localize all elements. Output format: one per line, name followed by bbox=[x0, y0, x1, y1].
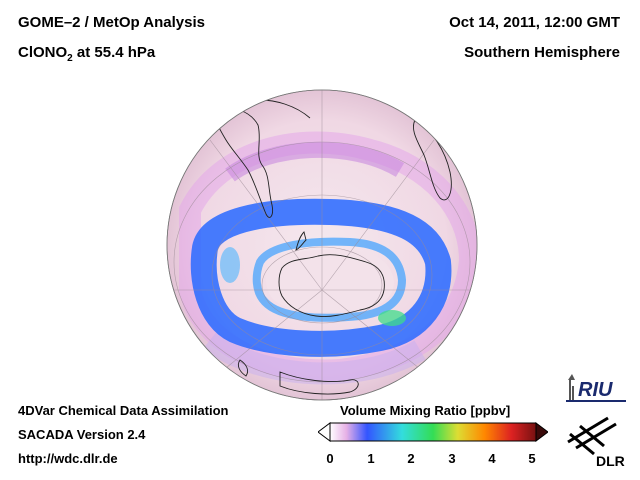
riu-logo: RIU bbox=[566, 374, 626, 402]
colorbar-title: Volume Mixing Ratio [ppbv] bbox=[340, 403, 511, 418]
colorbar-left-arrow bbox=[318, 422, 331, 442]
species-prefix: ClONO bbox=[18, 44, 68, 61]
species-subscript: 2 bbox=[67, 53, 73, 64]
purple-arc bbox=[225, 141, 405, 182]
footer-url: http://wdc.dlr.de bbox=[18, 451, 118, 466]
colorbar-tick-1: 1 bbox=[367, 451, 375, 466]
vortex-core bbox=[266, 249, 394, 312]
riu-text: RIU bbox=[578, 379, 613, 401]
new-zealand-coastline bbox=[237, 359, 249, 377]
datetime-label: Oct 14, 2011, 12:00 GMT bbox=[449, 14, 620, 31]
dlr-logo: DLR bbox=[567, 416, 625, 469]
footer-method: 4DVar Chemical Data Assimilation bbox=[18, 403, 229, 418]
colorbar-tick-5: 5 bbox=[528, 451, 536, 466]
species-suffix: at 55.4 hPa bbox=[72, 44, 156, 61]
graticule bbox=[167, 90, 477, 400]
footer-version: SACADA Version 2.4 bbox=[18, 427, 146, 442]
hemisphere-label: Southern Hemisphere bbox=[464, 44, 620, 61]
colorbar-gradient bbox=[329, 422, 537, 442]
cyan-highlight-2 bbox=[220, 247, 240, 283]
vortex-ring bbox=[190, 198, 452, 357]
australia-coastline bbox=[279, 371, 359, 395]
antarctica-coastline bbox=[278, 231, 385, 317]
lower-band bbox=[203, 331, 426, 385]
colorbar-tick-3: 3 bbox=[448, 451, 456, 466]
species-title: ClONO2 at 55.4 hPa bbox=[18, 44, 155, 64]
colorbar bbox=[318, 422, 548, 442]
south-america-coastline bbox=[214, 107, 273, 218]
colorbar-right-arrow bbox=[535, 422, 548, 442]
colorbar-tick-4: 4 bbox=[488, 451, 496, 466]
colorbar-tick-0: 0 bbox=[326, 451, 334, 466]
dlr-text: DLR bbox=[596, 453, 625, 469]
title-main: GOME–2 / MetOp Analysis bbox=[18, 14, 205, 31]
vortex-inner-edge bbox=[252, 237, 407, 322]
colorbar-tick-2: 2 bbox=[407, 451, 415, 466]
cyan-highlight bbox=[378, 310, 406, 326]
africa-coastline bbox=[413, 119, 452, 201]
